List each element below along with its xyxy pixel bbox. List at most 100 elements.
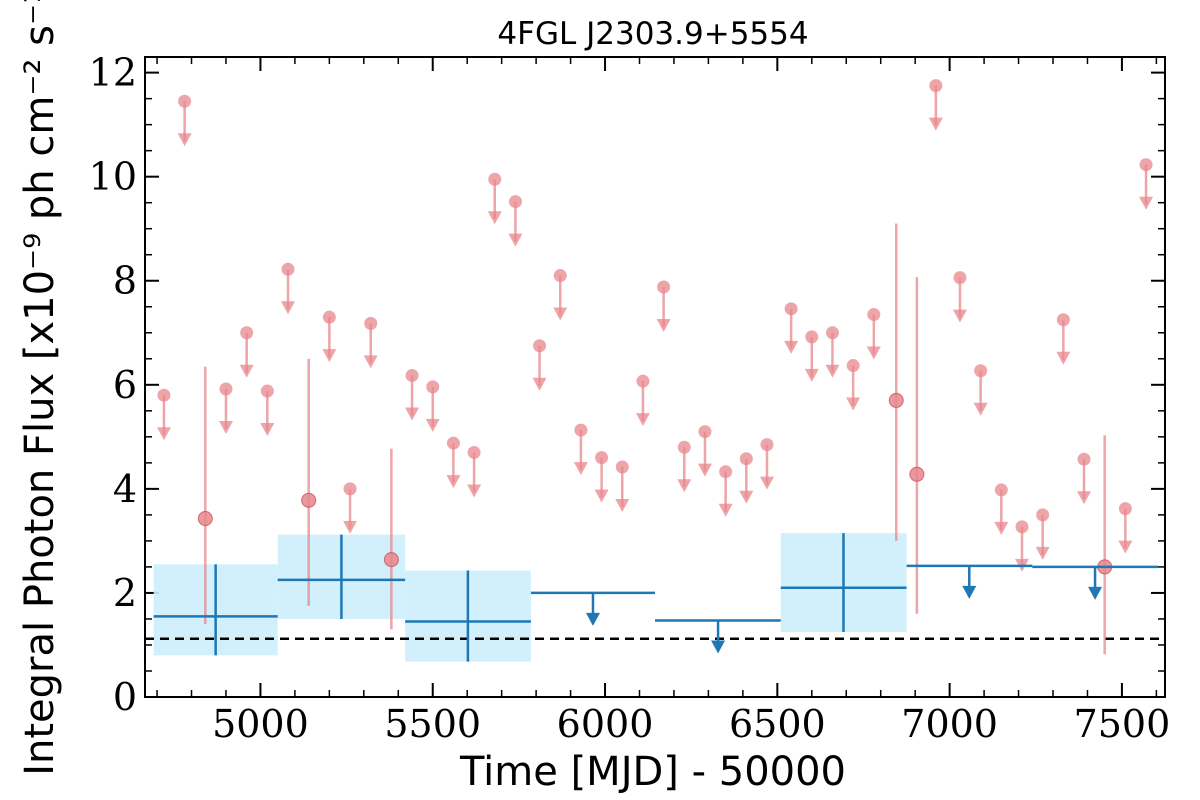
short-bin-upper-limit-point [1056, 313, 1070, 327]
short-bin-upper-limit-arrow [1056, 351, 1071, 365]
short-bin-upper-limit-point [760, 438, 774, 452]
y-axis-title: Integral Photon Flux [x10⁻⁹ ph cm⁻² s⁻¹] [17, 0, 63, 776]
short-bin-upper-limit-point [846, 359, 860, 373]
short-bin-upper-limit-point [1036, 508, 1050, 522]
short-bin-upper-limit-point [488, 172, 502, 186]
short-bin-upper-limit-point [178, 94, 192, 108]
short-bin-upper-limit-point [595, 451, 609, 465]
short-bin-upper-limit-arrow [508, 233, 523, 247]
x-tick-label: 5500 [384, 702, 481, 746]
y-tick-label: 2 [113, 571, 137, 615]
long-bin-points [153, 533, 1159, 662]
short-bin-upper-limit-point [994, 483, 1008, 497]
short-bin-detection-point [197, 511, 213, 527]
short-bin-upper-limit-arrow [1139, 196, 1154, 210]
short-bin-upper-limit-point [805, 330, 819, 344]
x-tick-label: 7500 [1074, 702, 1171, 746]
short-bin-upper-limit-point [240, 326, 254, 340]
short-bin-upper-limit-arrow [553, 307, 568, 321]
short-bin-upper-limit-arrow [635, 413, 650, 427]
short-bin-upper-limit-arrow [487, 211, 502, 225]
y-tick-label: 4 [113, 467, 137, 511]
short-bin-detection-point [888, 392, 904, 408]
short-bin-upper-limit-point [405, 368, 419, 382]
long-bin-upper-limit-arrow [711, 640, 726, 654]
short-bin-upper-limit-arrow [784, 340, 799, 354]
short-bin-upper-limit-point [467, 445, 481, 459]
short-bin-upper-limit-arrow [467, 484, 482, 498]
chart-title: 4FGL J2303.9+5554 [497, 16, 808, 52]
y-tick-label: 6 [113, 363, 137, 407]
short-bin-upper-limit-arrow [677, 479, 692, 493]
short-bin-upper-limit-point [929, 79, 943, 93]
short-bin-upper-limit-point [974, 364, 988, 378]
short-bin-upper-limit-point [343, 482, 357, 496]
short-bin-upper-limit-point [574, 423, 588, 437]
short-bin-upper-limit-point [867, 308, 881, 322]
short-bin-upper-limit-arrow [594, 489, 609, 503]
short-bin-upper-limit-point [157, 388, 171, 402]
short-bin-upper-limit-arrow [718, 503, 733, 517]
short-bin-upper-limit-point [281, 262, 295, 276]
short-bin-upper-limit-point [615, 460, 629, 474]
x-axis-title: Time [MJD] - 50000 [459, 749, 846, 795]
short-bin-upper-limit-point [426, 380, 440, 394]
short-bin-upper-limit-arrow [1035, 546, 1050, 560]
short-bin-upper-limit-point [446, 436, 460, 450]
x-tick-label: 6000 [557, 702, 654, 746]
short-bin-upper-limit-point [719, 465, 733, 479]
short-bin-upper-limit-point [953, 271, 967, 285]
short-bin-upper-limit-arrow [363, 355, 378, 369]
short-bin-detection-point [909, 466, 925, 482]
short-bin-upper-limit-arrow [804, 368, 819, 382]
short-bin-upper-limit-arrow [825, 364, 840, 378]
short-bin-upper-limit-point [636, 374, 650, 388]
long-bin-upper-limit-arrow [962, 585, 977, 599]
y-tick-label: 12 [89, 51, 137, 95]
long-bin-upper-limit-arrow [1088, 586, 1103, 600]
short-bin-upper-limit-arrow [928, 117, 943, 131]
short-bin-upper-limit-arrow [405, 407, 420, 421]
short-bin-upper-limit-arrow [218, 420, 233, 434]
short-bin-points [156, 79, 1154, 655]
axis-ticks: 5000 5500 6000 6500 7000 7500 0 2 4 6 8 10 12 [89, 51, 1171, 746]
short-bin-upper-limit-arrow [739, 490, 754, 504]
short-bin-detection-point [301, 492, 317, 508]
short-bin-upper-limit-arrow [260, 423, 275, 437]
y-tick-label: 8 [113, 259, 137, 303]
short-bin-upper-limit-arrow [322, 349, 337, 363]
short-bin-upper-limit-point [1077, 452, 1091, 466]
short-bin-upper-limit-arrow [994, 521, 1009, 535]
short-bin-upper-limit-arrow [425, 418, 440, 432]
short-bin-upper-limit-arrow [866, 346, 881, 360]
short-bin-upper-limit-arrow [281, 301, 296, 315]
short-bin-upper-limit-point [1139, 158, 1153, 172]
short-bin-upper-limit-arrow [446, 475, 461, 489]
long-bin-error-boxes [153, 533, 907, 662]
short-bin-upper-limit-arrow [177, 133, 192, 147]
short-bin-upper-limit-point [364, 316, 378, 330]
x-tick-label: 5000 [212, 702, 309, 746]
short-bin-upper-limit-point [1015, 520, 1029, 534]
short-bin-detection-point [383, 552, 399, 568]
plot-frame [144, 56, 1166, 698]
short-bin-upper-limit-arrow [952, 309, 967, 323]
short-bin-upper-limit-point [677, 440, 691, 454]
short-bin-upper-limit-arrow [239, 364, 254, 378]
short-bin-upper-limit-arrow [615, 499, 630, 513]
x-tick-label: 7000 [901, 702, 998, 746]
y-tick-label: 0 [113, 675, 137, 719]
short-bin-upper-limit-point [825, 326, 839, 340]
short-bin-upper-limit-point [553, 269, 567, 283]
short-bin-upper-limit-point [739, 452, 753, 466]
short-bin-upper-limit-arrow [1077, 491, 1092, 505]
short-bin-upper-limit-arrow [759, 476, 774, 490]
short-bin-upper-limit-arrow [1118, 540, 1133, 554]
short-bin-upper-limit-arrow [846, 397, 861, 411]
short-bin-upper-limit-arrow [697, 463, 712, 477]
short-bin-upper-limit-point [657, 280, 671, 294]
short-bin-upper-limit-arrow [532, 377, 547, 391]
short-bin-upper-limit-point [533, 339, 547, 353]
short-bin-upper-limit-arrow [973, 402, 988, 416]
